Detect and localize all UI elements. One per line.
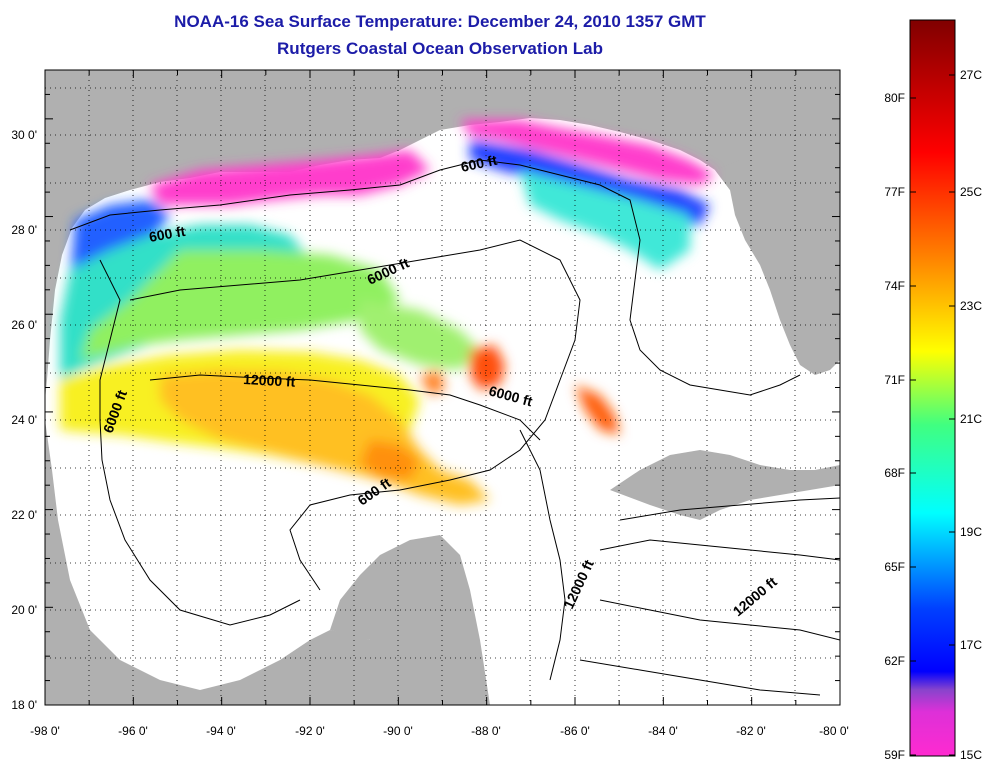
celsius-label: 17C — [960, 638, 982, 652]
celsius-labels: 27C 25C 23C 21C 19C 17C 15C — [960, 68, 982, 762]
lon-tick-label: -88 0' — [471, 724, 501, 738]
lon-tick-label: -96 0' — [118, 724, 148, 738]
fahrenheit-label: 74F — [884, 279, 905, 293]
depth-label: 12000 ft — [243, 371, 296, 390]
lat-tick-label: 26 0' — [11, 318, 37, 332]
lon-tick-label: -82 0' — [736, 724, 766, 738]
celsius-label: 15C — [960, 748, 982, 762]
fahrenheit-label: 62F — [884, 654, 905, 668]
depth-contours — [69, 159, 840, 696]
graticule — [45, 70, 840, 705]
depth-label: 600 ft — [148, 223, 187, 245]
land-yucatan — [330, 535, 490, 705]
map-title: NOAA-16 Sea Surface Temperature: Decembe… — [174, 12, 706, 31]
land-florida — [715, 100, 840, 375]
colorbar-ticks — [910, 74, 955, 756]
lon-tick-label: -92 0' — [295, 724, 325, 738]
lon-tick-label: -90 0' — [383, 724, 413, 738]
land-mexico — [45, 420, 375, 705]
celsius-label: 23C — [960, 299, 982, 313]
land-us — [45, 70, 840, 400]
fahrenheit-label: 80F — [884, 91, 905, 105]
celsius-label: 21C — [960, 412, 982, 426]
lon-tick-label: -98 0' — [30, 724, 60, 738]
lat-tick-label: 18 0' — [11, 698, 37, 712]
temperature-colorbar — [909, 19, 956, 757]
lon-tick-label: -80 0' — [819, 724, 849, 738]
lon-tick-label: -86 0' — [560, 724, 590, 738]
fahrenheit-labels: 80F 77F 74F 71F 68F 65F 62F 59F — [884, 91, 905, 762]
lat-tick-labels: 18 0' 20 0' 22 0' 24 0' 26 0' 28 0' 30 0… — [11, 128, 37, 712]
lat-tick-label: 22 0' — [11, 508, 37, 522]
lat-tick-label: 20 0' — [11, 603, 37, 617]
fahrenheit-label: 71F — [884, 373, 905, 387]
celsius-label: 27C — [960, 68, 982, 82]
lon-tick-labels: -98 0' -96 0' -94 0' -92 0' -90 0' -88 0… — [30, 724, 849, 738]
celsius-label: 25C — [960, 185, 982, 199]
lat-tick-label: 24 0' — [11, 413, 37, 427]
fahrenheit-label: 77F — [884, 185, 905, 199]
land-cuba — [610, 450, 840, 520]
fahrenheit-label: 65F — [884, 560, 905, 574]
frame-ticks — [44, 69, 841, 706]
fahrenheit-label: 68F — [884, 466, 905, 480]
lon-tick-label: -84 0' — [648, 724, 678, 738]
fahrenheit-label: 59F — [884, 748, 905, 762]
map-subtitle: Rutgers Coastal Ocean Observation Lab — [277, 39, 603, 58]
celsius-label: 19C — [960, 525, 982, 539]
lon-tick-label: -94 0' — [206, 724, 236, 738]
lat-tick-label: 28 0' — [11, 223, 37, 237]
depth-label: 600 ft — [459, 152, 498, 175]
lat-tick-label: 30 0' — [11, 128, 37, 142]
